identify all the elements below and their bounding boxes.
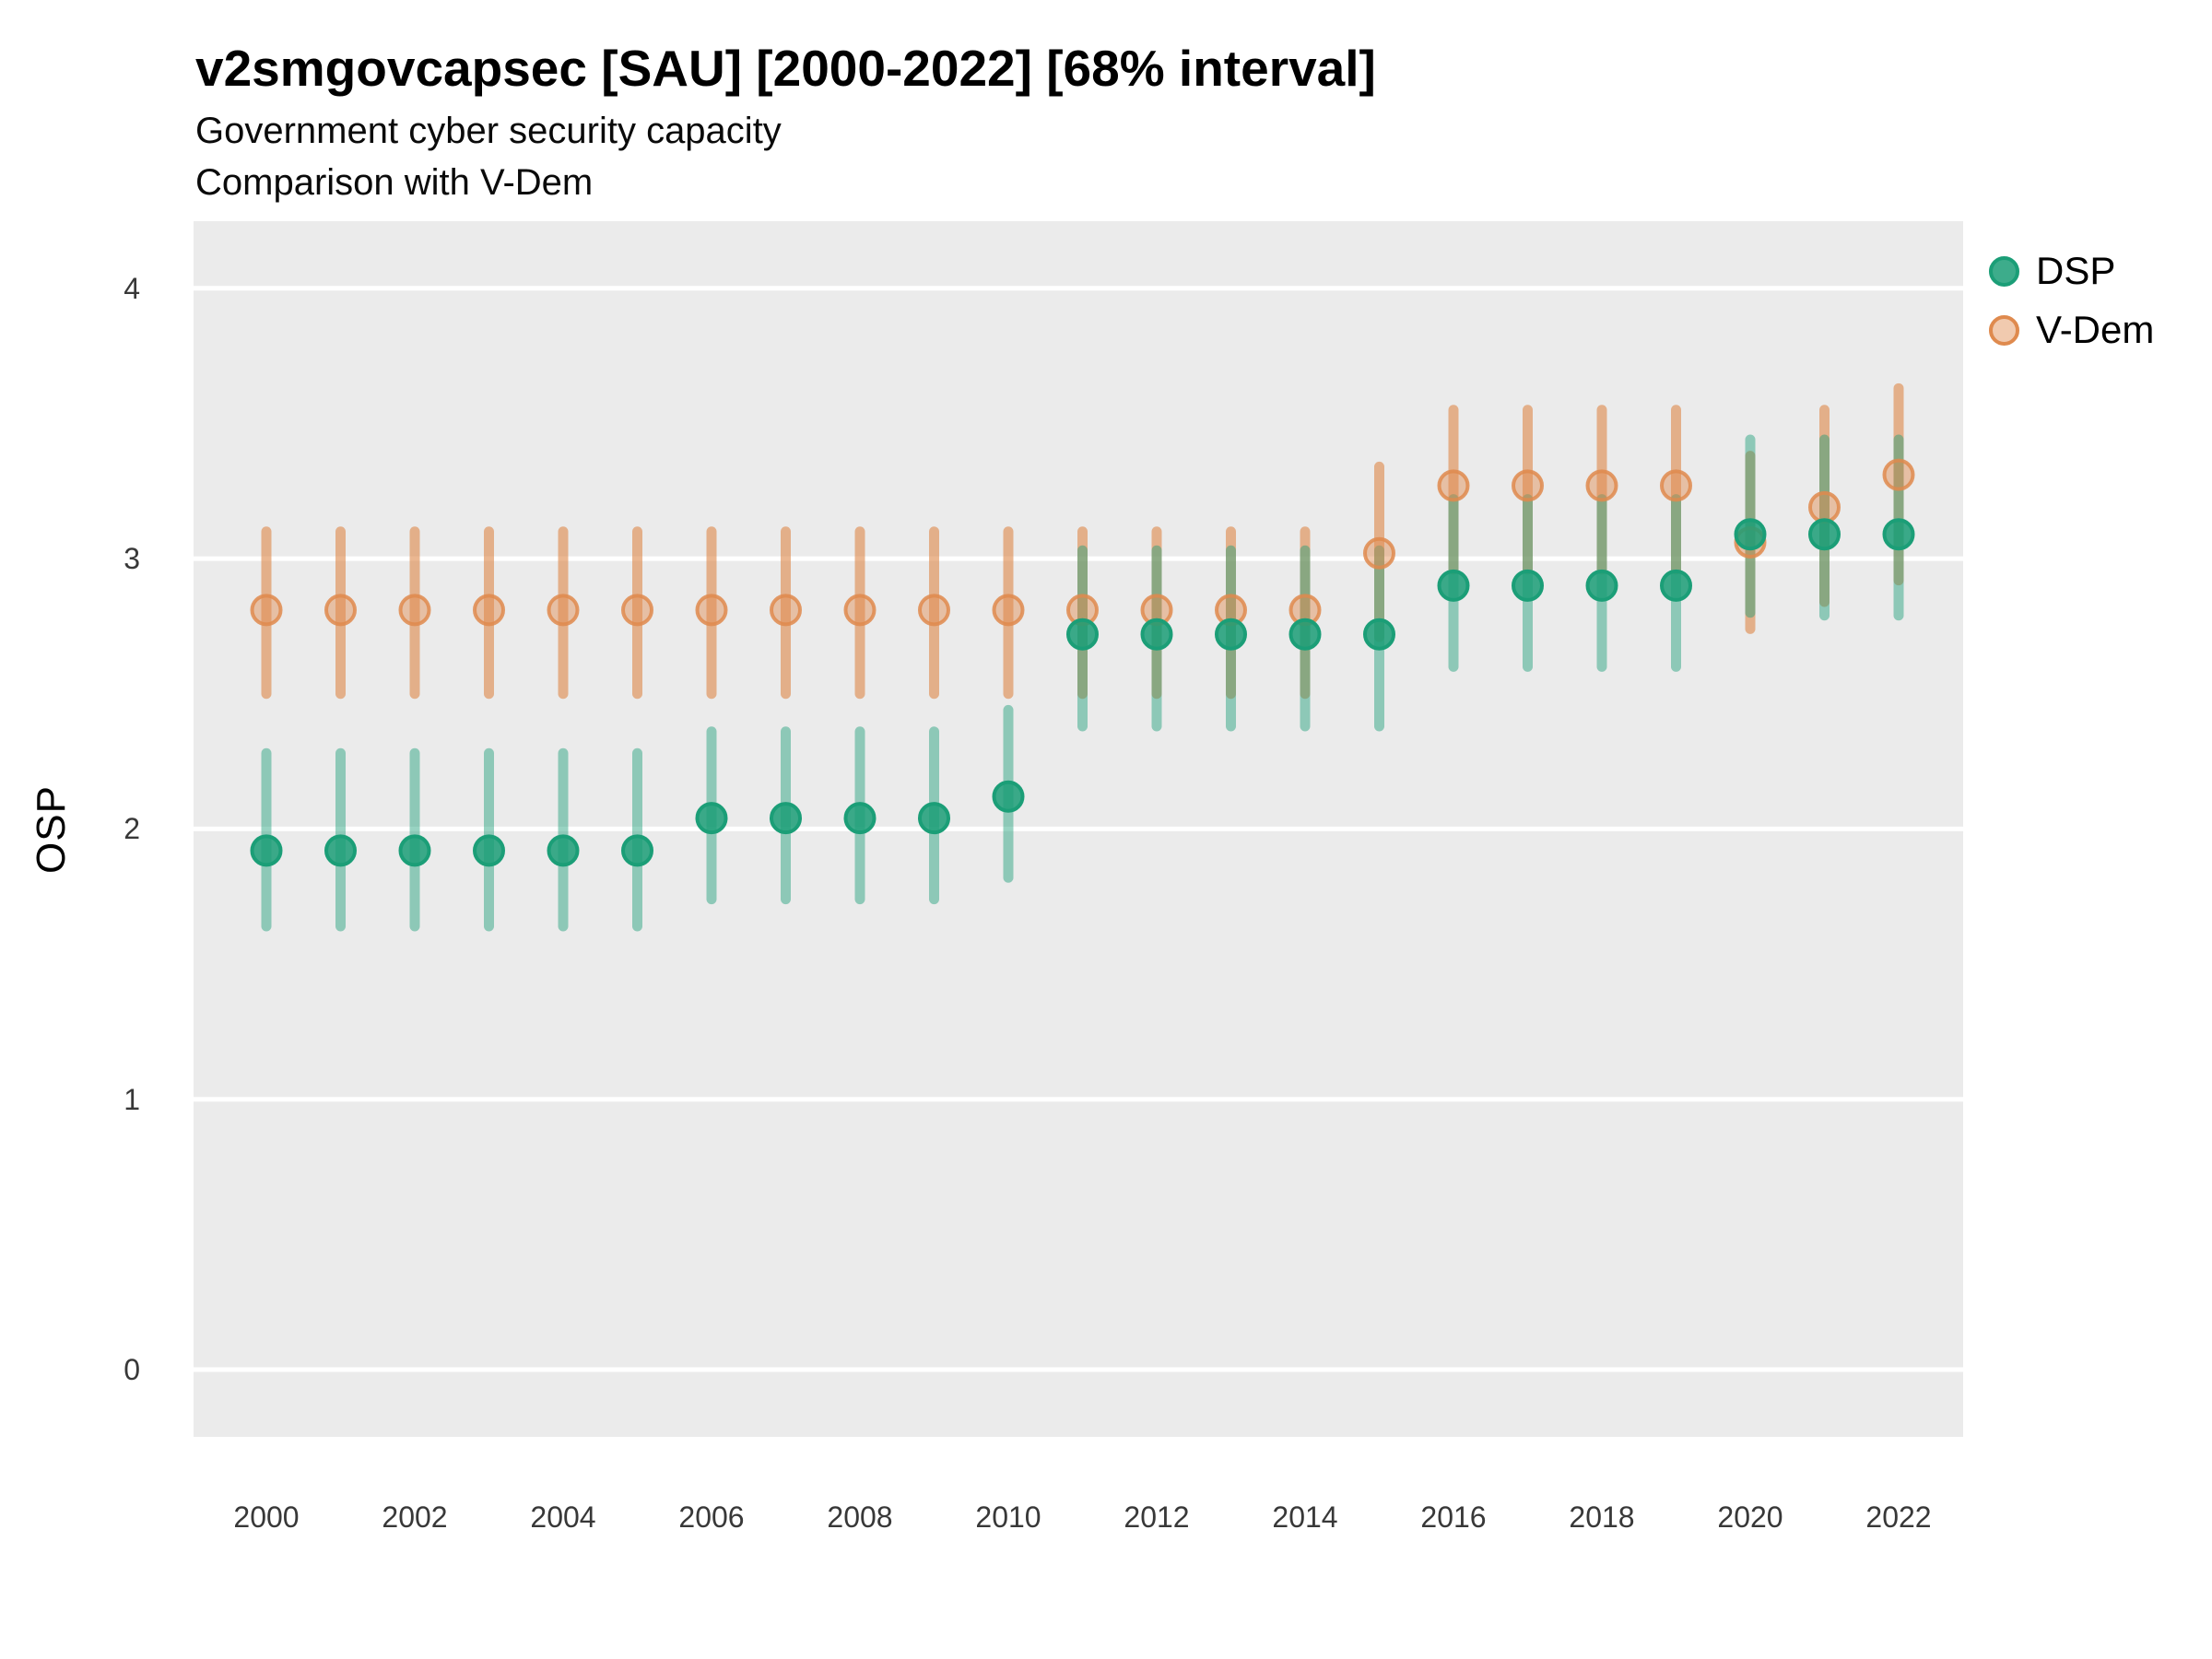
x-tick-label: 2000 [233,1500,300,1534]
vdem-point [918,594,950,627]
x-tick-label: 2016 [1420,1500,1487,1534]
chart-subtitle: Government cyber security capacity [195,111,782,151]
dsp-point [621,834,653,867]
dsp-point [1512,569,1544,602]
y-axis-title: OSP [29,785,74,874]
dsp-point [1363,618,1395,651]
x-tick-label: 2018 [1569,1500,1635,1534]
dsp-point [1215,618,1247,651]
dsp-point [1585,569,1618,602]
dsp-point [1660,569,1692,602]
dsp-point [250,834,283,867]
dsp-point [1140,618,1173,651]
vdem-point [1808,490,1841,524]
chart-subtitle-2: Comparison with V-Dem [195,162,594,203]
dsp-point [473,834,505,867]
vdem-point [770,594,802,627]
vdem-point [398,594,431,627]
vdem-point [547,594,580,627]
y-tick-label: 3 [124,542,140,576]
legend-label-v-dem: V-Dem [2036,308,2155,351]
x-tick-label: 2002 [382,1500,448,1534]
vdem-point [324,594,357,627]
plot-panel [194,221,1963,1437]
x-tick-label: 2008 [827,1500,893,1534]
y-tick-label: 0 [124,1353,140,1386]
x-tick-label: 2010 [975,1500,1041,1534]
vdem-point [843,594,877,627]
dsp-point [547,834,580,867]
y-tick-label: 2 [124,812,140,846]
vdem-point [1437,469,1470,502]
legend-swatch-v-dem-icon [1989,314,2019,346]
vdem-point [250,594,283,627]
legend-item-dsp: DSP [1989,247,2154,295]
dsp-point [324,834,357,867]
x-tick-label: 2004 [530,1500,596,1534]
dsp-point [398,834,431,867]
x-tick-label: 2020 [1717,1500,1783,1534]
legend-label-dsp: DSP [2036,249,2116,292]
vdem-point [621,594,653,627]
vdem-point [1585,469,1618,502]
dsp-point [1066,618,1099,651]
x-tick-label: 2012 [1124,1500,1190,1534]
dsp-point [1734,518,1767,551]
plot-svg [194,286,1963,1372]
dsp-point [695,802,728,835]
y-tick-label: 4 [124,271,140,305]
vdem-point [1660,469,1692,502]
vdem-point [992,594,1025,627]
dsp-point [992,780,1025,813]
legend-item-v-dem: V-Dem [1989,306,2154,354]
dsp-point [843,802,877,835]
legend-swatch-dsp-icon [1989,255,2019,287]
vdem-point [1512,469,1544,502]
dsp-point [770,802,802,835]
dsp-point [1437,569,1470,602]
vdem-point [473,594,505,627]
x-tick-label: 2006 [678,1500,745,1534]
dsp-point [1808,518,1841,551]
legend: DSP V-Dem [1989,247,2154,365]
dsp-point [918,802,950,835]
x-tick-label: 2022 [1865,1500,1932,1534]
y-tick-label: 1 [124,1082,140,1116]
dsp-point [1882,518,1915,551]
vdem-point [1882,458,1915,491]
vdem-point [1363,536,1395,570]
x-tick-label: 2014 [1272,1500,1338,1534]
vdem-point [695,594,728,627]
chart-title: v2smgovcapsec [SAU] [2000-2022] [68% int… [195,40,1376,97]
dsp-point [1288,618,1322,651]
